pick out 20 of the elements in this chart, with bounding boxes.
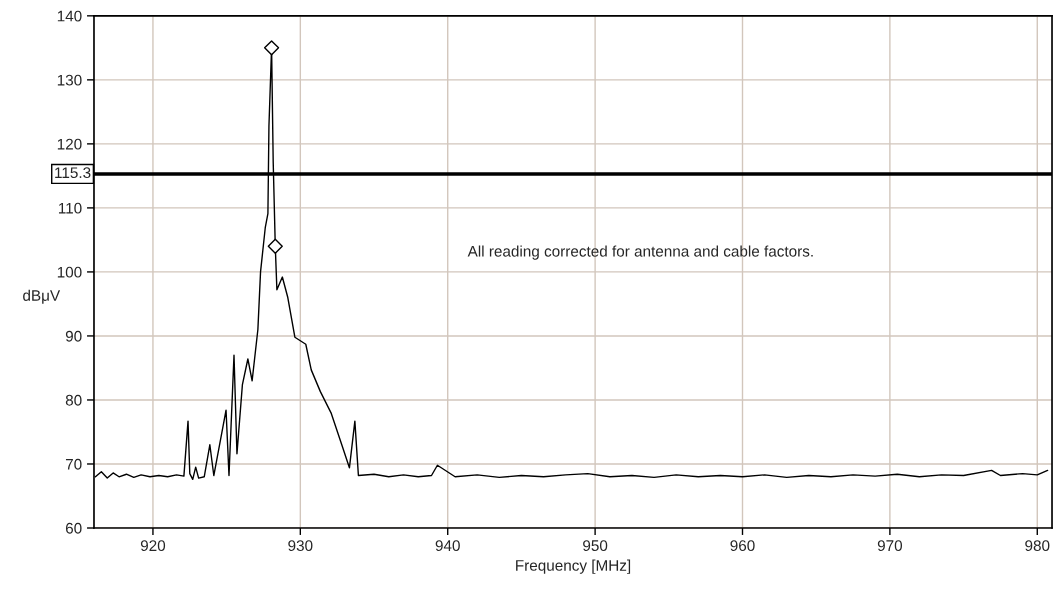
x-tick-label: 980: [1025, 540, 1050, 552]
x-tick-label: 920: [140, 540, 166, 552]
y-tick-label: 100: [57, 266, 82, 278]
y-tick-label: 130: [57, 74, 82, 86]
x-tick-label: 970: [877, 540, 903, 552]
x-axis-title: Frequency [MHz]: [516, 559, 631, 574]
y-tick-label: 120: [57, 138, 82, 150]
x-tick-label: 940: [435, 540, 460, 552]
y-tick-label: 90: [65, 330, 82, 342]
y-tick-label: 60: [65, 522, 82, 534]
y-tick-label: 140: [57, 10, 82, 22]
x-tick-label: 950: [583, 540, 608, 552]
y-tick-label: 110: [58, 202, 82, 214]
y-tick-label: 80: [65, 394, 82, 406]
x-tick-label: 960: [730, 540, 755, 552]
y-tick-label: 70: [65, 458, 82, 470]
ref-line-label: 115.3: [55, 167, 91, 179]
annotation: All reading corrected for antenna and cable factors.: [467, 245, 813, 260]
y-axis-title: dBμV: [23, 289, 61, 304]
x-tick-label: 930: [288, 540, 313, 552]
